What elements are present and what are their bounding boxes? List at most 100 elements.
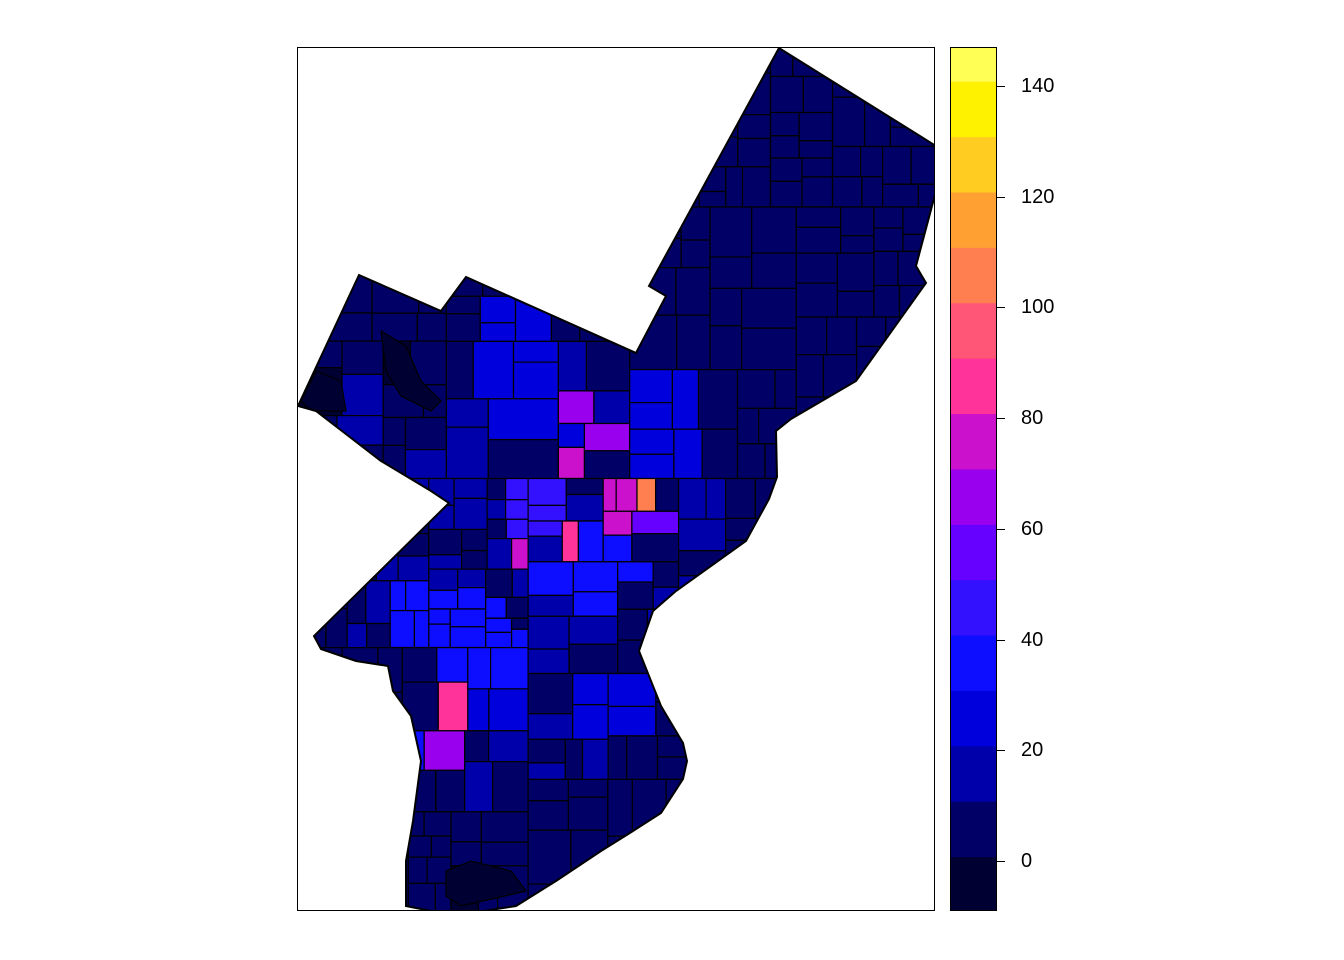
census-tract: [629, 402, 674, 430]
census-tract: [527, 778, 569, 802]
census-tract: [512, 340, 560, 363]
census-tract: [341, 691, 375, 718]
census-tract: [709, 206, 753, 258]
census-tract: [527, 504, 567, 522]
census-tract: [567, 778, 609, 798]
census-tract: [563, 244, 631, 294]
census-tract: [406, 91, 439, 129]
legend-tick-mark: [997, 418, 1005, 420]
census-tract: [629, 369, 674, 404]
census-tract: [861, 176, 884, 208]
census-tract: [325, 143, 355, 173]
census-tract: [607, 175, 631, 215]
census-tract: [393, 48, 414, 93]
census-tract: [617, 608, 649, 641]
census-tract: [653, 86, 692, 116]
census-tract: [631, 533, 680, 563]
census-tract: [795, 252, 838, 284]
census-tract: [353, 127, 377, 171]
census-tract: [487, 398, 559, 441]
census-tract: [629, 139, 655, 159]
census-tract: [795, 354, 824, 398]
census-tract: [894, 847, 934, 886]
legend-bin-7: [951, 468, 996, 525]
census-tract: [298, 672, 343, 694]
census-tract: [718, 48, 744, 74]
census-tract: [430, 835, 452, 858]
census-tract: [831, 176, 863, 208]
census-tract: [298, 558, 319, 582]
census-tract: [487, 439, 559, 480]
census-tract: [505, 499, 529, 520]
census-tract: [737, 113, 772, 140]
census-tract: [453, 477, 488, 499]
census-tract: [568, 615, 619, 645]
census-tract: [514, 292, 553, 343]
census-tract: [680, 239, 711, 269]
census-tract: [514, 213, 566, 243]
census-tract: [769, 135, 800, 159]
census-tract: [298, 716, 325, 753]
census-tract: [629, 453, 675, 480]
census-tract: [428, 568, 459, 591]
census-tract: [588, 48, 631, 94]
census-tract: [557, 390, 595, 425]
census-tract: [753, 672, 794, 724]
census-tract: [480, 841, 529, 867]
census-tract: [298, 751, 353, 777]
legend-bin-2: [951, 745, 996, 802]
census-tract: [680, 206, 711, 241]
census-tract: [358, 877, 391, 910]
census-tract: [561, 520, 579, 563]
census-tract: [699, 763, 755, 794]
census-tract: [709, 287, 743, 327]
census-tract: [407, 835, 432, 858]
census-tract: [798, 140, 834, 159]
census-tract: [372, 763, 403, 813]
census-tract: [737, 137, 772, 168]
census-tract: [570, 128, 604, 177]
census-tract: [511, 568, 529, 598]
census-tract: [753, 722, 794, 766]
census-tract: [699, 725, 734, 766]
census-tract: [859, 145, 884, 178]
census-tract: [437, 154, 474, 178]
census-tract: [472, 154, 492, 193]
census-tract: [726, 575, 746, 619]
census-tract: [848, 477, 882, 537]
census-tract: [437, 99, 470, 133]
census-tract: [830, 672, 853, 715]
census-tract: [298, 145, 327, 173]
census-tract: [464, 760, 494, 813]
census-tract: [461, 549, 488, 570]
census-tract: [705, 477, 727, 520]
census-tract: [396, 168, 439, 190]
census-tract: [792, 48, 834, 78]
census-tract: [537, 48, 564, 92]
census-tract: [341, 373, 384, 417]
census-tract: [700, 631, 728, 675]
legend-bin-10: [951, 302, 996, 359]
legend-bin-6: [951, 524, 996, 581]
census-tract: [403, 243, 448, 264]
census-tract: [629, 428, 675, 455]
census-tract: [396, 188, 439, 215]
census-tract: [350, 763, 374, 813]
census-tract: [572, 561, 619, 593]
legend-bin-11: [951, 247, 996, 304]
census-tract: [636, 477, 657, 512]
census-tract: [873, 227, 904, 253]
census-tract: [795, 282, 838, 318]
census-tract: [653, 113, 677, 159]
census-tract: [699, 854, 764, 910]
census-tract: [336, 415, 384, 446]
census-tract: [668, 157, 700, 190]
legend-color-bar: [951, 48, 996, 910]
census-tract: [812, 477, 850, 519]
census-tract: [298, 340, 343, 369]
census-tract: [470, 48, 516, 72]
legend-bin-13: [951, 136, 996, 193]
census-tract: [298, 48, 322, 79]
census-tract: [795, 206, 842, 228]
census-tract: [910, 145, 934, 185]
